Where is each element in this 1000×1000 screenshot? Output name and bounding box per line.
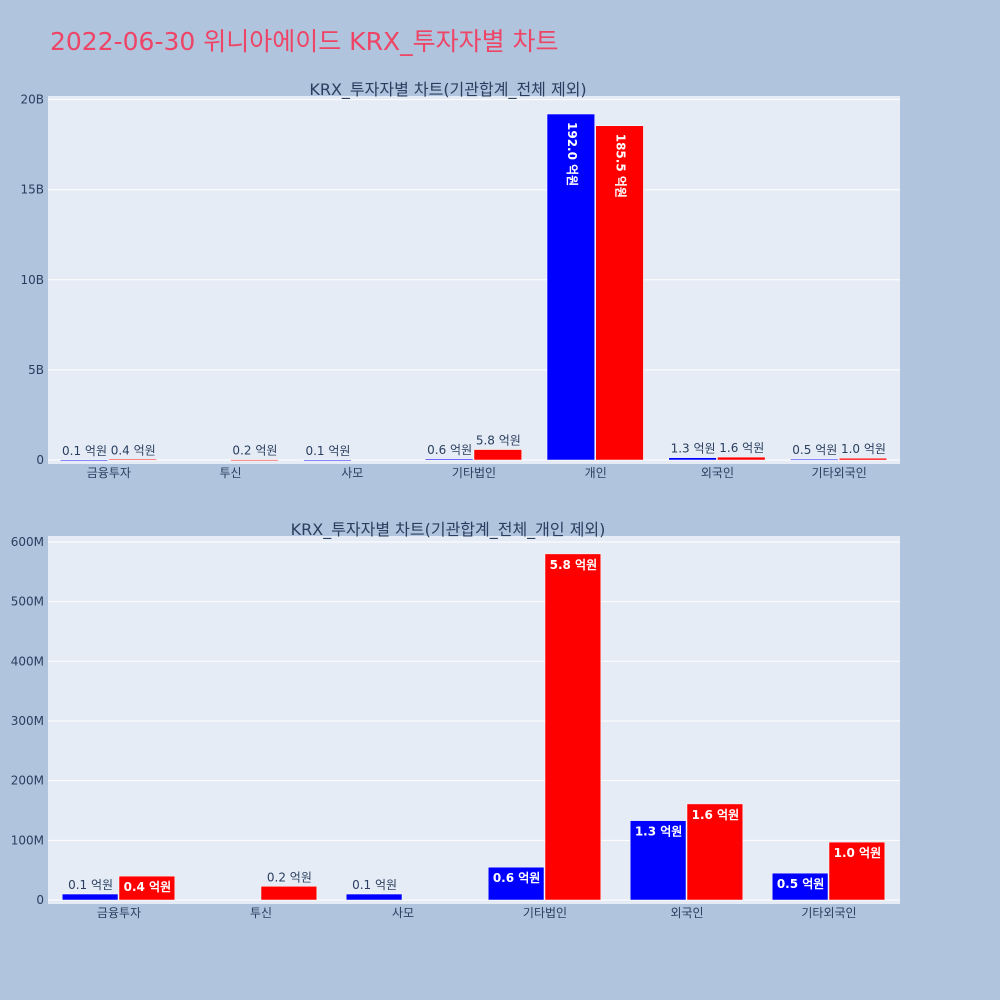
page-title: 2022-06-30 위니아에이드 KRX_투자자별 차트: [50, 27, 559, 56]
y-tick-label: 500M: [11, 595, 44, 609]
data-label: 1.6 억원: [719, 441, 764, 455]
plot-area: [48, 536, 900, 904]
bar: [303, 459, 352, 462]
bar: [118, 875, 176, 901]
y-tick-label: 100M: [11, 833, 44, 847]
bar: [61, 893, 119, 901]
bar: [771, 872, 829, 901]
chart-title: KRX_투자자별 차트(기관합계_전체 제외): [309, 80, 586, 100]
y-tick-label: 400M: [11, 654, 44, 668]
x-tick-label: 기타외국인: [812, 466, 867, 480]
y-tick-label: 10B: [20, 273, 44, 287]
data-label: 0.1 억원: [305, 444, 350, 458]
chart-title: KRX_투자자별 차트(기관합계_전체_개인 제외): [291, 520, 606, 540]
x-tick-label: 사모: [392, 906, 414, 920]
bar: [668, 457, 717, 461]
x-tick-label: 금융투자: [87, 466, 131, 480]
data-label: 185.5 억원: [614, 134, 628, 198]
bar: [59, 459, 109, 462]
data-label: 0.1 억원: [62, 444, 107, 458]
data-label: 0.1 억원: [68, 878, 113, 892]
bar: [790, 458, 839, 461]
y-tick-label: 600M: [11, 535, 44, 549]
data-label: 0.5 억원: [777, 877, 825, 891]
bar: [108, 459, 157, 461]
y-tick-label: 200M: [11, 774, 44, 788]
bar: [544, 553, 602, 901]
bar: [345, 893, 403, 901]
x-tick-label: 개인: [585, 466, 607, 480]
data-label: 5.8 억원: [550, 558, 598, 572]
data-label: 1.6 억원: [692, 808, 740, 822]
y-tick-label: 20B: [20, 93, 44, 107]
data-label: 5.8 억원: [476, 434, 521, 448]
data-label: 1.0 억원: [841, 442, 886, 456]
bar: [717, 456, 766, 461]
x-tick-label: 외국인: [670, 906, 703, 920]
data-label: 0.5 억원: [792, 443, 837, 457]
y-tick-label: 5B: [28, 363, 44, 377]
data-label: 0.2 억원: [267, 870, 312, 884]
bar: [595, 125, 644, 461]
chart-top: KRX_투자자별 차트(기관합계_전체 제외) 0 5B 10B 15B 20B 금융투자 0…: [20, 80, 900, 480]
chart-bottom: KRX_투자자별 차트(기관합계_전체_개인 제외) 0 100M 200M 300M 4…: [11, 520, 900, 920]
data-label: 1.3 억원: [635, 825, 683, 839]
bar: [230, 459, 279, 461]
data-label: 0.4 억원: [124, 880, 172, 894]
data-label: 0.2 억원: [232, 444, 277, 458]
bar: [629, 820, 687, 901]
y-tick-label: 300M: [11, 714, 44, 728]
x-tick-label: 투신: [220, 466, 242, 480]
x-tick-label: 사모: [341, 466, 363, 480]
data-label: 192.0 억원: [565, 122, 579, 186]
x-tick-label: 금융투자: [97, 906, 141, 920]
bar: [828, 841, 886, 901]
y-tick-label: 0: [36, 453, 44, 467]
y-tick-label: 0: [36, 893, 44, 907]
data-label: 0.4 억원: [111, 443, 156, 457]
bar: [425, 458, 474, 461]
x-tick-label: 기타법인: [523, 906, 567, 920]
x-tick-label: 외국인: [701, 466, 734, 480]
bar: [838, 457, 888, 461]
bar: [473, 449, 522, 461]
data-label: 1.0 억원: [834, 846, 882, 860]
x-tick-label: 투신: [250, 906, 272, 920]
data-label: 0.6 억원: [427, 443, 472, 457]
bar: [686, 803, 744, 901]
data-label: 0.6 억원: [493, 871, 541, 885]
bar: [546, 113, 595, 461]
data-label: 0.1 억원: [352, 878, 397, 892]
bar: [260, 886, 318, 901]
x-tick-label: 기타외국인: [801, 906, 856, 920]
bar: [487, 866, 545, 901]
y-tick-label: 15B: [20, 183, 44, 197]
x-tick-label: 기타법인: [452, 466, 496, 480]
data-label: 1.3 억원: [671, 442, 716, 456]
